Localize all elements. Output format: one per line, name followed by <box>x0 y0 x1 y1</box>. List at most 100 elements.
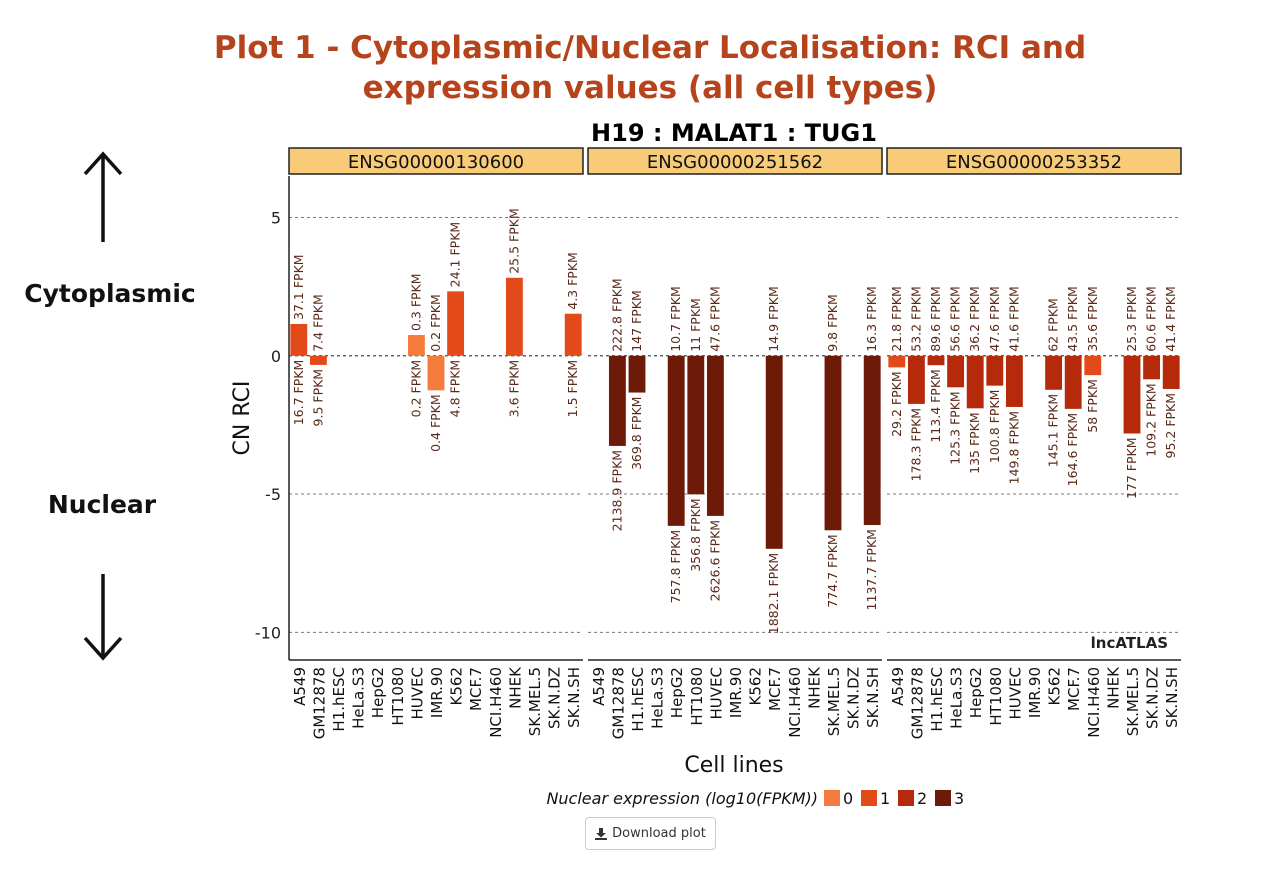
x-tick-label: H1.hESC <box>330 667 348 732</box>
download-icon <box>595 827 608 840</box>
x-tick-label: NCI.H460 <box>487 667 505 738</box>
legend-level-label: 2 <box>917 789 927 808</box>
nuc-value-label: 2626.6 FPKM <box>707 520 722 601</box>
legend-title: Nuclear expression (log10(FPKM)) <box>546 789 818 808</box>
nuc-value-label: 2138.9 FPKM <box>609 450 624 531</box>
bar <box>1143 355 1161 380</box>
x-tick-label: IMR.90 <box>727 667 745 718</box>
nuc-value-label: 149.8 FPKM <box>1006 411 1021 484</box>
bar <box>564 313 582 356</box>
bar <box>966 355 984 409</box>
x-tick-label: MCF.7 <box>766 667 784 711</box>
x-tick-label: SK.N.SH <box>864 667 882 728</box>
x-tick-label: SK.N.DZ <box>845 667 863 729</box>
nuc-value-label: 178.3 FPKM <box>908 408 923 481</box>
cyto-value-label: 36.2 FPKM <box>967 286 982 352</box>
bar <box>608 355 626 446</box>
nuc-value-label: 0.4 FPKM <box>428 394 443 452</box>
bar <box>290 323 308 356</box>
chart-title: H19 : MALAT1 : TUG1 <box>591 119 877 147</box>
x-tick-label: NHEK <box>506 666 524 709</box>
bar <box>1005 355 1023 407</box>
cyto-value-label: 62 FPKM <box>1046 298 1061 352</box>
cyto-value-label: 24.1 FPKM <box>448 222 463 288</box>
bar <box>927 355 945 366</box>
arrow-down-icon <box>83 574 123 661</box>
legend-swatch <box>861 790 877 806</box>
cyto-value-label: 60.6 FPKM <box>1144 286 1159 352</box>
panel-strip <box>587 147 883 175</box>
x-tick-label: NCI.H460 <box>786 667 804 738</box>
cyto-value-label: 89.6 FPKM <box>928 286 943 352</box>
x-tick-label: H1.hESC <box>928 667 946 732</box>
rci-chart: H19 : MALAT1 : TUG1 5 0 -5 -10 CN RCI ENSG0000… <box>230 119 1182 808</box>
bar <box>505 277 523 356</box>
cyto-value-label: 9.8 FPKM <box>825 294 840 352</box>
bar <box>947 355 965 388</box>
bar <box>1162 355 1180 389</box>
nuc-value-label: 9.5 FPKM <box>310 369 325 427</box>
cyto-value-label: 147 FPKM <box>629 290 644 352</box>
legend-level-label: 3 <box>954 789 964 808</box>
cyto-value-label: 4.3 FPKM <box>565 252 580 310</box>
x-tick-label: NHEK <box>805 666 823 709</box>
x-tick-label: A549 <box>889 667 907 706</box>
bar <box>667 355 685 526</box>
x-tick-label: SK.N.SH <box>1163 667 1181 728</box>
nuc-value-label: 177 FPKM <box>1124 437 1139 499</box>
cytoplasmic-label: Cytoplasmic <box>24 279 196 308</box>
bar <box>1064 355 1082 409</box>
bar <box>309 355 327 365</box>
panel-strip-label: ENSG00000251562 <box>647 152 823 173</box>
y-tick-label: 0 <box>271 347 281 366</box>
cyto-value-label: 7.4 FPKM <box>310 294 325 352</box>
bar <box>907 355 925 404</box>
panel-strip-label: ENSG00000130600 <box>348 152 524 173</box>
x-tick-label: H1.hESC <box>629 667 647 732</box>
x-tick-label: SK.N.DZ <box>546 667 564 729</box>
cyto-value-label: 25.3 FPKM <box>1124 286 1139 352</box>
x-tick-label: SK.MEL.5 <box>526 667 544 736</box>
nuc-value-label: 774.7 FPKM <box>825 534 840 607</box>
nuc-value-label: 369.8 FPKM <box>629 397 644 470</box>
nuc-value-label: 356.8 FPKM <box>688 498 703 571</box>
cyto-value-label: 41.6 FPKM <box>1006 286 1021 352</box>
bar <box>427 355 445 391</box>
x-tick-label: HeLa.S3 <box>350 667 368 729</box>
x-tick-label: GM12878 <box>310 667 328 739</box>
y-tick-label: -5 <box>265 485 281 504</box>
x-tick-label: NCI.H460 <box>1085 667 1103 738</box>
nuc-value-label: 58 FPKM <box>1085 379 1100 433</box>
x-tick-label: NHEK <box>1104 666 1122 709</box>
x-tick-label: HUVEC <box>1006 667 1024 719</box>
cyto-value-label: 47.6 FPKM <box>707 286 722 352</box>
nuc-value-label: 95.2 FPKM <box>1163 393 1178 459</box>
x-tick-label: SK.N.SH <box>565 667 583 728</box>
page-title: Plot 1 - Cytoplasmic/Nuclear Localisatio… <box>0 28 1275 108</box>
x-tick-label: HUVEC <box>408 667 426 719</box>
page-title-line-1: Plot 1 - Cytoplasmic/Nuclear Localisatio… <box>213 30 1087 66</box>
watermark-label: lncATLAS <box>1091 634 1168 652</box>
cyto-value-label: 56.6 FPKM <box>948 286 963 352</box>
nuc-value-label: 4.8 FPKM <box>448 360 463 418</box>
nuc-value-label: 135 FPKM <box>967 412 982 474</box>
x-tick-label: GM12878 <box>908 667 926 739</box>
panel-strip <box>886 147 1182 175</box>
bar <box>1084 355 1102 376</box>
y-axis-label: CN RCI <box>230 381 255 456</box>
nuc-value-label: 16.7 FPKM <box>291 360 306 426</box>
cyto-value-label: 10.7 FPKM <box>668 286 683 352</box>
nuc-value-label: 1.5 FPKM <box>565 360 580 418</box>
nuc-value-label: 29.2 FPKM <box>889 371 904 437</box>
nuc-value-label: 164.6 FPKM <box>1065 413 1080 486</box>
nuc-value-label: 0.2 FPKM <box>408 360 423 418</box>
arrow-up-icon <box>83 151 123 242</box>
nuclear-label: Nuclear <box>47 490 157 519</box>
nuc-value-label: 113.4 FPKM <box>928 369 943 442</box>
cyto-value-label: 25.5 FPKM <box>506 208 521 274</box>
cyto-value-label: 16.3 FPKM <box>864 286 879 352</box>
bar <box>986 355 1004 386</box>
bar <box>765 355 783 549</box>
x-tick-label: SK.MEL.5 <box>825 667 843 736</box>
download-plot-button[interactable]: Download plot <box>585 817 716 850</box>
